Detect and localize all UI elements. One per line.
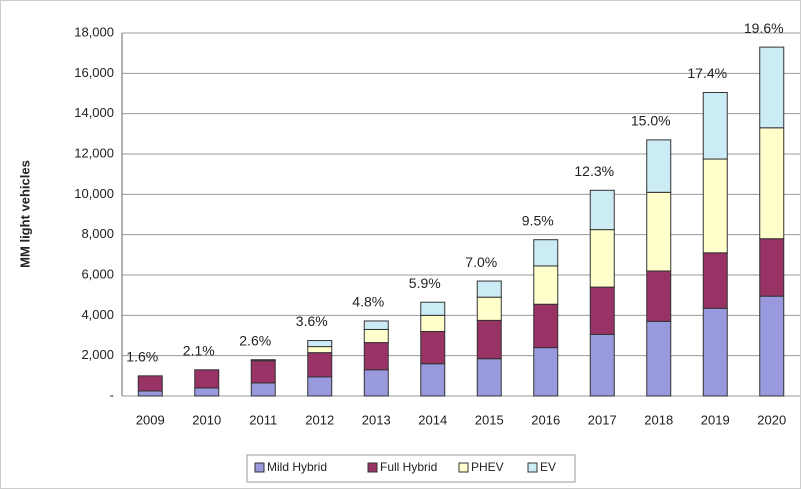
bar-annotation: 17.4% <box>687 65 727 81</box>
bar-annotation: 5.9% <box>409 275 441 291</box>
bar-annotation: 1.6% <box>126 349 158 365</box>
bar-segment <box>194 387 220 397</box>
bar-segment <box>194 369 220 389</box>
bar-segment <box>646 320 672 397</box>
legend-swatch <box>458 462 469 473</box>
y-tick-label: 16,000 <box>74 65 114 80</box>
x-tick-label: 2016 <box>531 412 560 427</box>
bar-segment <box>420 314 446 332</box>
bar-segment <box>476 358 502 397</box>
legend-swatch <box>367 462 378 473</box>
legend-swatch <box>254 462 265 473</box>
bar-segment <box>363 342 389 371</box>
bar-annotation: 9.5% <box>522 212 554 228</box>
bar-segment <box>646 191 672 272</box>
bar-segment <box>307 376 333 397</box>
x-tick-label: 2014 <box>418 412 447 427</box>
bar-annotation: 2.6% <box>239 332 271 348</box>
x-tick-label: 2020 <box>757 412 786 427</box>
bar-segment <box>759 127 785 240</box>
x-tick-label: 2013 <box>362 412 391 427</box>
bar-segment <box>646 270 672 322</box>
x-tick-label: 2019 <box>701 412 730 427</box>
bar-segment <box>759 46 785 129</box>
bar-segment <box>702 91 728 160</box>
bar-annotation: 12.3% <box>574 163 614 179</box>
bar-annotation: 4.8% <box>352 294 384 310</box>
x-tick-label: 2012 <box>305 412 334 427</box>
bar-annotation: 2.1% <box>183 342 215 358</box>
bar-segment <box>533 347 559 397</box>
bar-segment <box>363 320 389 330</box>
x-tick-label: 2009 <box>136 412 165 427</box>
y-tick-label: - <box>110 387 114 402</box>
y-tick-label: 4,000 <box>81 307 114 322</box>
y-tick-label: 14,000 <box>74 105 114 120</box>
y-tick-label: 10,000 <box>74 186 114 201</box>
bar-annotation: 19.6% <box>744 20 784 36</box>
x-tick-label: 2015 <box>475 412 504 427</box>
bar-segment <box>646 139 672 193</box>
bar-annotation: 7.0% <box>465 254 497 270</box>
legend-label: EV <box>540 460 556 474</box>
bar-segment <box>533 303 559 349</box>
bar-segment <box>476 296 502 321</box>
bar-segment <box>307 346 333 354</box>
x-tick-label: 2011 <box>249 412 277 427</box>
legend-label: Full Hybrid <box>380 460 437 474</box>
bar-segment <box>533 239 559 267</box>
bar-segment <box>589 189 615 231</box>
bar-segment <box>589 286 615 335</box>
bar-annotation: 15.0% <box>631 113 671 129</box>
legend-label: Mild Hybrid <box>267 460 327 474</box>
bar-segment <box>533 265 559 305</box>
bar-segment <box>589 333 615 397</box>
legend-label: PHEV <box>471 460 504 474</box>
x-tick-label: 2017 <box>588 412 617 427</box>
bar-segment <box>363 369 389 397</box>
y-tick-label: 2,000 <box>81 347 114 362</box>
bar-segment <box>250 382 276 397</box>
bar-segment <box>137 375 163 392</box>
bar-segment <box>420 330 446 365</box>
bar-segment <box>476 319 502 360</box>
bar-segment <box>702 158 728 254</box>
bar-segment <box>363 328 389 344</box>
legend-box <box>246 454 576 483</box>
y-axis-label: MM light vehicles <box>17 160 32 268</box>
legend-swatch <box>527 462 538 473</box>
bar-segment <box>759 238 785 297</box>
y-tick-label: 18,000 <box>74 24 114 39</box>
y-tick-label: 8,000 <box>81 226 114 241</box>
x-tick-label: 2010 <box>192 412 221 427</box>
bar-segment <box>137 390 163 397</box>
y-tick-label: 12,000 <box>74 145 114 160</box>
bar-annotation: 3.6% <box>296 313 328 329</box>
bar-segment <box>307 340 333 348</box>
bar-segment <box>702 252 728 309</box>
bar-segment <box>420 363 446 397</box>
bar-segment <box>307 352 333 378</box>
bar-segment <box>250 360 276 384</box>
x-tick-label: 2018 <box>644 412 673 427</box>
y-tick-label: 6,000 <box>81 266 114 281</box>
bar-segment <box>420 301 446 316</box>
bar-segment <box>476 280 502 298</box>
bar-segment <box>589 229 615 288</box>
bar-segment <box>759 295 785 397</box>
bar-segment <box>250 359 276 362</box>
bar-segment <box>702 307 728 397</box>
